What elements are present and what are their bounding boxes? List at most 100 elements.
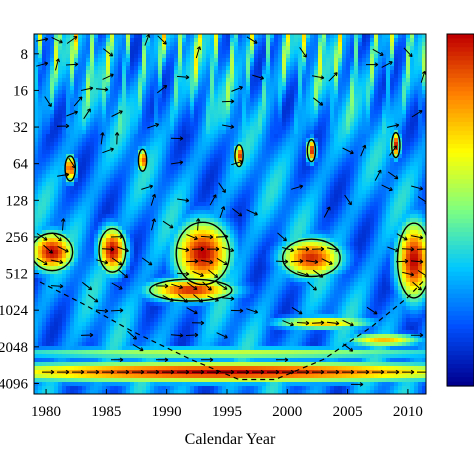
heat-cell [122, 90, 127, 95]
heat-cell [110, 94, 115, 99]
heat-cell [258, 58, 263, 63]
heat-cell [142, 222, 147, 227]
heat-cell [66, 78, 71, 83]
heat-cell [250, 34, 255, 39]
heat-cell [342, 170, 347, 175]
heat-cell [34, 74, 39, 79]
heat-cell [178, 218, 183, 223]
heat-cell [338, 62, 343, 67]
heat-cell [394, 38, 399, 43]
heat-cell [342, 182, 347, 187]
heat-cell [154, 106, 159, 111]
heat-cell [322, 134, 327, 139]
heat-cell [46, 90, 51, 95]
heat-cell [194, 98, 199, 103]
heat-cell [214, 182, 219, 187]
heat-cell [190, 182, 195, 187]
heat-cell [298, 130, 303, 135]
heat-cell [310, 86, 315, 91]
heat-cell [94, 222, 99, 227]
heat-cell [250, 138, 255, 143]
heat-cell [406, 86, 411, 91]
heat-cell [70, 98, 75, 103]
heat-cell [102, 182, 107, 187]
heat-cell [222, 70, 227, 75]
heat-cell [90, 146, 95, 151]
heat-cell [210, 106, 215, 111]
heat-cell [198, 142, 203, 147]
heat-cell [194, 214, 199, 219]
heat-cell [282, 186, 287, 191]
heat-cell [354, 90, 359, 95]
heat-cell [262, 214, 267, 219]
heat-cell [98, 218, 103, 223]
heat-cell [278, 34, 283, 39]
heat-cell [314, 130, 319, 135]
heat-cell [222, 214, 227, 219]
heat-cell [234, 150, 239, 155]
heat-cell [206, 174, 211, 179]
heat-cell [66, 162, 71, 167]
heat-cell [122, 142, 127, 147]
heat-cell [182, 98, 187, 103]
heat-cell [194, 94, 199, 99]
heat-cell [330, 170, 335, 175]
heat-cell [134, 90, 139, 95]
heat-cell [50, 106, 55, 111]
heat-cell [394, 198, 399, 203]
heat-cell [258, 190, 263, 195]
heat-cell [362, 78, 367, 83]
heat-cell [194, 58, 199, 63]
heat-cell [190, 134, 195, 139]
heat-cell [366, 138, 371, 143]
heat-cell [310, 158, 315, 163]
heat-cell [118, 158, 123, 163]
heat-cell [38, 94, 43, 99]
heat-cell [386, 58, 391, 63]
heat-cell [342, 186, 347, 191]
heat-cell [170, 134, 175, 139]
heat-cell [218, 202, 223, 207]
heat-cell [46, 66, 51, 71]
heat-cell [42, 118, 47, 123]
heat-cell [350, 110, 355, 115]
heat-cell [306, 162, 311, 167]
heat-cell [258, 198, 263, 203]
heat-cell [82, 38, 87, 43]
heat-cell [330, 190, 335, 195]
heat-cell [290, 82, 295, 87]
heat-cell [182, 110, 187, 115]
heat-cell [382, 226, 387, 231]
heat-cell [422, 190, 426, 195]
heat-cell [170, 182, 175, 187]
heat-cell [174, 38, 179, 43]
heat-cell [78, 126, 83, 131]
heat-cell [362, 150, 367, 155]
heat-cell [54, 210, 59, 215]
heat-cell [134, 154, 139, 159]
heat-cell [190, 118, 195, 123]
heat-cell [338, 206, 343, 211]
heat-cell [234, 74, 239, 79]
heat-cell [238, 122, 243, 127]
heat-cell [214, 78, 219, 83]
heat-cell [398, 182, 403, 187]
heat-cell [274, 190, 279, 195]
heat-cell [366, 98, 371, 103]
heat-cell [354, 50, 359, 55]
heat-cell [86, 198, 91, 203]
heat-cell [122, 218, 127, 223]
heat-cell [38, 150, 43, 155]
heat-cell [242, 126, 247, 131]
heat-cell [178, 42, 183, 47]
heat-cell [122, 134, 127, 139]
heat-cell [154, 206, 159, 211]
heat-cell [166, 202, 171, 207]
heat-cell [410, 162, 415, 167]
heat-cell [410, 90, 415, 95]
heat-cell [374, 102, 379, 107]
heat-cell [194, 210, 199, 215]
heat-cell [346, 154, 351, 159]
heat-cell [374, 166, 379, 171]
heat-cell [406, 94, 411, 99]
